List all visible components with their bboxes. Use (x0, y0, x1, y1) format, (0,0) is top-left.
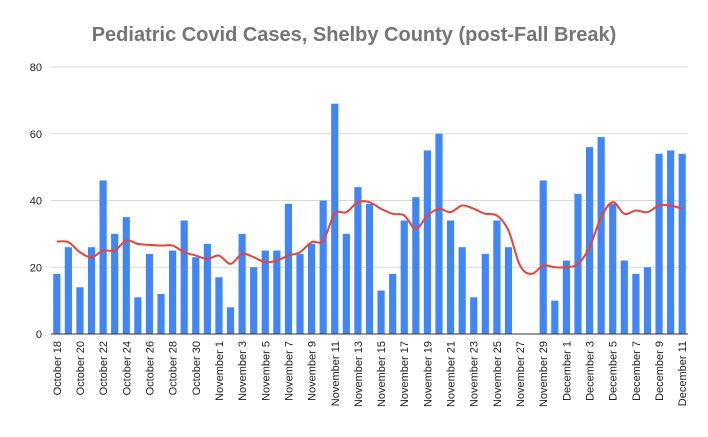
bar (238, 233, 246, 334)
x-tick-label: October 24 (121, 341, 133, 395)
bar (597, 137, 605, 334)
bar (446, 220, 455, 334)
y-tick-label: 60 (30, 129, 42, 141)
bar (157, 293, 165, 334)
bar (226, 307, 235, 334)
bar (400, 220, 408, 334)
bar (678, 153, 686, 334)
bar (122, 217, 130, 334)
bar (458, 247, 466, 334)
bar (551, 300, 559, 334)
bar (655, 153, 663, 334)
bar (389, 273, 397, 334)
bar (412, 197, 420, 334)
x-tick-label: November 19 (422, 341, 434, 407)
bar (53, 273, 61, 334)
bar (562, 260, 570, 334)
bar (423, 150, 431, 334)
bar (354, 187, 362, 334)
bar (539, 180, 547, 334)
x-tick-label: November 15 (376, 341, 388, 407)
bar (64, 247, 72, 334)
bar (192, 257, 200, 334)
x-tick-label: November 17 (399, 341, 411, 407)
bar (493, 220, 501, 334)
bar (331, 103, 339, 335)
x-axis: October 18 October 20 October 22 October 24… (52, 341, 689, 407)
bar (169, 250, 177, 334)
y-tick-label: 80 (30, 62, 42, 74)
chart-title: Pediatric Covid Cases, Shelby County (po… (92, 24, 617, 46)
x-tick-label: December 5 (608, 341, 620, 401)
x-tick-label: December 7 (631, 341, 643, 401)
bar (273, 250, 281, 334)
bar (609, 203, 617, 334)
trend-line (56, 200, 683, 275)
x-tick-label: November 7 (283, 341, 295, 401)
bar (99, 180, 107, 334)
bar (76, 287, 84, 334)
x-tick-label: December 3 (585, 341, 597, 401)
x-tick-label: October 22 (98, 341, 110, 395)
x-tick-label: November 13 (353, 341, 365, 407)
bar (111, 233, 119, 334)
bar (632, 273, 640, 334)
x-tick-label: October 30 (191, 341, 203, 395)
x-tick-label: November 23 (469, 341, 481, 407)
bar (643, 267, 652, 334)
x-tick-label: November 25 (492, 341, 504, 407)
bar-series (53, 103, 686, 335)
x-tick-label: October 20 (75, 341, 87, 395)
bar (308, 243, 316, 334)
x-tick-label: November 9 (307, 341, 319, 401)
bar (620, 260, 628, 334)
x-tick-label: October 18 (52, 341, 64, 395)
x-tick-label: December 11 (677, 341, 689, 406)
bar (470, 297, 478, 334)
bar (250, 267, 258, 334)
y-tick-label: 0 (36, 329, 42, 341)
bar (377, 290, 385, 334)
bar (585, 147, 594, 334)
x-tick-label: December 9 (654, 341, 666, 401)
bar (134, 297, 142, 334)
bar (284, 203, 293, 334)
bar (215, 277, 223, 334)
bar (435, 133, 443, 334)
bar (145, 253, 154, 334)
x-tick-label: November 21 (446, 341, 458, 407)
x-tick-label: November 5 (260, 341, 272, 401)
x-tick-label: October 28 (168, 341, 180, 395)
x-tick-label: November 11 (330, 341, 342, 406)
y-tick-label: 40 (30, 196, 42, 208)
x-tick-label: October 26 (144, 341, 156, 395)
bar (667, 150, 675, 334)
bar (504, 247, 513, 334)
x-tick-label: November 27 (515, 341, 527, 407)
y-axis: 0 20 40 60 80 (30, 62, 42, 341)
bar (203, 243, 211, 334)
bar (261, 250, 269, 334)
bar (296, 253, 304, 334)
x-tick-label: November 1 (214, 341, 226, 401)
bar (87, 247, 96, 334)
x-tick-label: November 3 (237, 341, 249, 401)
bar (481, 253, 489, 334)
x-tick-label: November 29 (538, 341, 550, 407)
bar (319, 200, 327, 334)
y-tick-label: 20 (30, 262, 42, 274)
bar (365, 203, 374, 334)
bar (342, 233, 350, 334)
x-tick-label: December 1 (561, 341, 573, 401)
trend-series (56, 200, 683, 275)
bar (180, 220, 188, 334)
